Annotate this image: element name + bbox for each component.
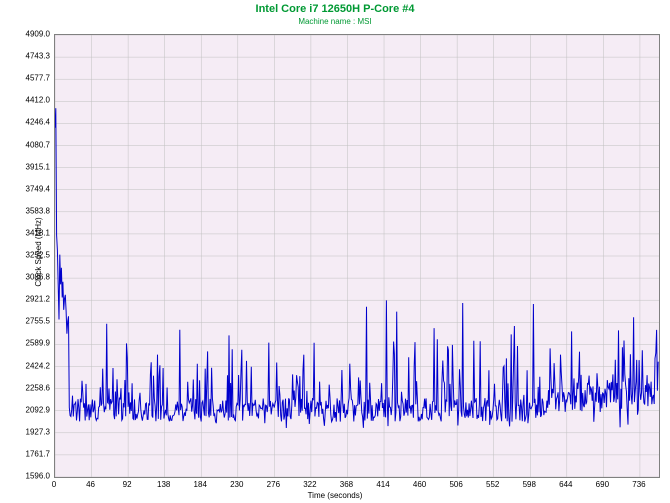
x-tick-label: 46 <box>86 480 95 489</box>
x-tick-label: 506 <box>449 480 462 489</box>
y-tick-label: 2092.9 <box>20 405 50 414</box>
y-tick-label: 4577.7 <box>20 74 50 83</box>
plot-area <box>54 34 660 478</box>
y-tick-label: 4080.7 <box>20 140 50 149</box>
chart-svg <box>55 35 659 477</box>
x-tick-label: 138 <box>157 480 170 489</box>
chart-title: Intel Core i7 12650H P-Core #4 <box>0 3 670 15</box>
y-tick-label: 4743.3 <box>20 52 50 61</box>
y-tick-label: 1761.7 <box>20 449 50 458</box>
y-tick-label: 2589.9 <box>20 339 50 348</box>
y-tick-label: 2258.6 <box>20 383 50 392</box>
x-tick-label: 736 <box>632 480 645 489</box>
x-tick-label: 184 <box>194 480 207 489</box>
x-tick-label: 414 <box>376 480 389 489</box>
y-tick-label: 4412.0 <box>20 96 50 105</box>
y-tick-label: 3252.5 <box>20 251 50 260</box>
x-tick-label: 460 <box>413 480 426 489</box>
y-tick-label: 1596.0 <box>20 472 50 481</box>
y-tick-label: 1927.3 <box>20 427 50 436</box>
y-tick-label: 4909.0 <box>20 30 50 39</box>
y-tick-label: 3086.8 <box>20 273 50 282</box>
x-tick-label: 552 <box>486 480 499 489</box>
x-tick-label: 644 <box>559 480 572 489</box>
y-tick-label: 2424.2 <box>20 361 50 370</box>
y-tick-label: 3749.4 <box>20 184 50 193</box>
y-tick-label: 4246.4 <box>20 118 50 127</box>
chart-container: Intel Core i7 12650H P-Core #4 Machine n… <box>0 0 670 503</box>
series-line <box>55 108 658 428</box>
y-tick-label: 2921.2 <box>20 295 50 304</box>
x-tick-label: 92 <box>123 480 132 489</box>
x-tick-label: 690 <box>596 480 609 489</box>
y-tick-label: 3418.1 <box>20 228 50 237</box>
x-tick-label: 598 <box>523 480 536 489</box>
x-tick-label: 230 <box>230 480 243 489</box>
y-tick-label: 3583.8 <box>20 206 50 215</box>
x-axis-label: Time (seconds) <box>0 491 670 500</box>
x-tick-label: 368 <box>340 480 353 489</box>
y-tick-label: 2755.5 <box>20 317 50 326</box>
x-tick-label: 322 <box>303 480 316 489</box>
y-tick-label: 3915.1 <box>20 162 50 171</box>
x-tick-label: 0 <box>52 480 56 489</box>
chart-subtitle: Machine name : MSI <box>0 17 670 26</box>
x-tick-label: 276 <box>267 480 280 489</box>
